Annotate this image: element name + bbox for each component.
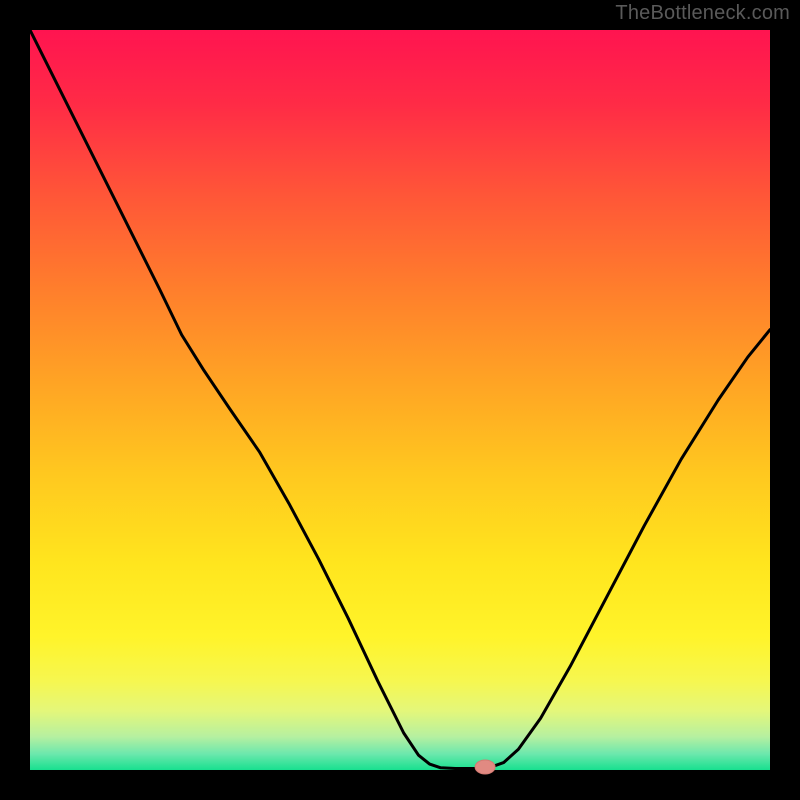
chart-frame: TheBottleneck.com <box>0 0 800 800</box>
optimal-point-marker <box>475 760 495 774</box>
watermark-text: TheBottleneck.com <box>615 2 790 25</box>
bottleneck-chart <box>0 0 800 800</box>
plot-background <box>30 30 770 770</box>
